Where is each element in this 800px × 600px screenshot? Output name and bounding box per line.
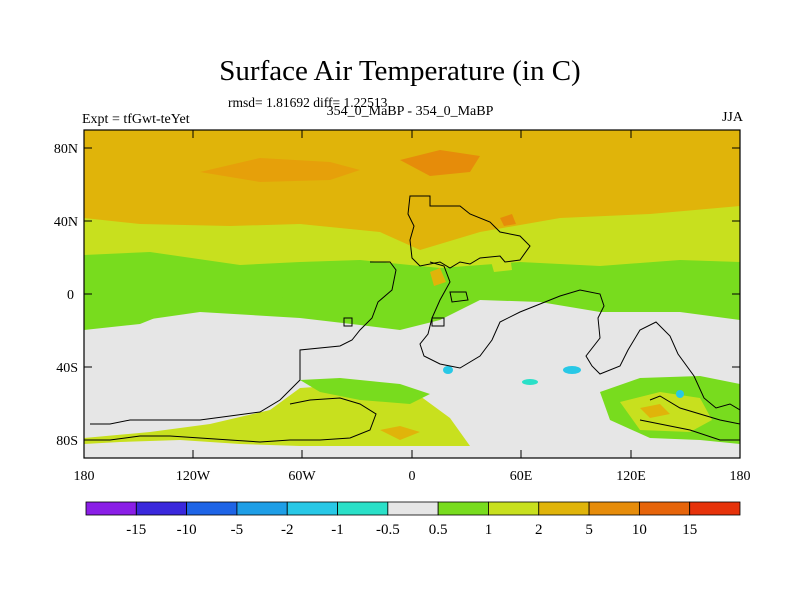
colorbar-label: -0.5 [376, 522, 400, 538]
colorbar-swatch [286, 501, 338, 516]
x-tick-label: 60E [510, 469, 533, 484]
continent-outline [90, 195, 740, 443]
colorbar-label: 0.5 [429, 522, 448, 538]
y-tick-label: 40S [56, 361, 78, 376]
colorbar-label: -10 [177, 522, 197, 538]
colorbar-swatch [85, 501, 137, 516]
season-label: JJA [721, 110, 743, 125]
colorbar-label: 5 [585, 522, 593, 538]
colorbar-label: -15 [126, 522, 146, 538]
colorbar-label: -1 [331, 522, 344, 538]
colorbar-swatch [186, 501, 238, 516]
stats-line: rmsd= 1.81692 diff= 1.22513 [228, 95, 388, 110]
y-tick-label: 80S [56, 434, 78, 449]
temperature-field [84, 130, 740, 458]
x-tick-label: 180 [730, 469, 751, 484]
colorbar-label: 15 [682, 522, 697, 538]
colorbar-swatch [588, 501, 640, 516]
x-tick-label: 60W [288, 469, 316, 484]
colorbar: -15 -10 -5 -2 -1 -0.5 0.5 1 2 5 10 15 [85, 501, 741, 538]
colorbar-swatch [638, 501, 691, 516]
colorbar-label: -5 [231, 522, 244, 538]
colorbar-swatch [437, 501, 489, 516]
y-tick-label: 0 [67, 288, 74, 303]
y-tick-label: 40N [54, 215, 78, 230]
colorbar-swatch [538, 501, 590, 516]
x-tick-label: 0 [409, 469, 416, 484]
plot-title: Surface Air Temperature (in C) [219, 55, 581, 87]
experiment-label: Expt = tfGwt-teYet [82, 112, 190, 127]
colorbar-swatch [488, 501, 540, 516]
colorbar-label: 10 [632, 522, 647, 538]
colorbar-label: 1 [485, 522, 493, 538]
colorbar-swatch [387, 501, 439, 516]
colorbar-label: 2 [535, 522, 543, 538]
colorbar-swatch [337, 501, 389, 516]
y-tick-label: 80N [54, 142, 78, 157]
x-tick-label: 120E [616, 469, 646, 484]
x-tick-label: 120W [176, 469, 211, 484]
colorbar-swatch [135, 501, 188, 516]
colorbar-swatch [689, 501, 741, 516]
x-tick-label: 180 [74, 469, 95, 484]
colorbar-swatch [236, 501, 288, 516]
case-label: 354_0_MaBP - 354_0_MaBP [326, 104, 494, 119]
colorbar-label: -2 [281, 522, 294, 538]
